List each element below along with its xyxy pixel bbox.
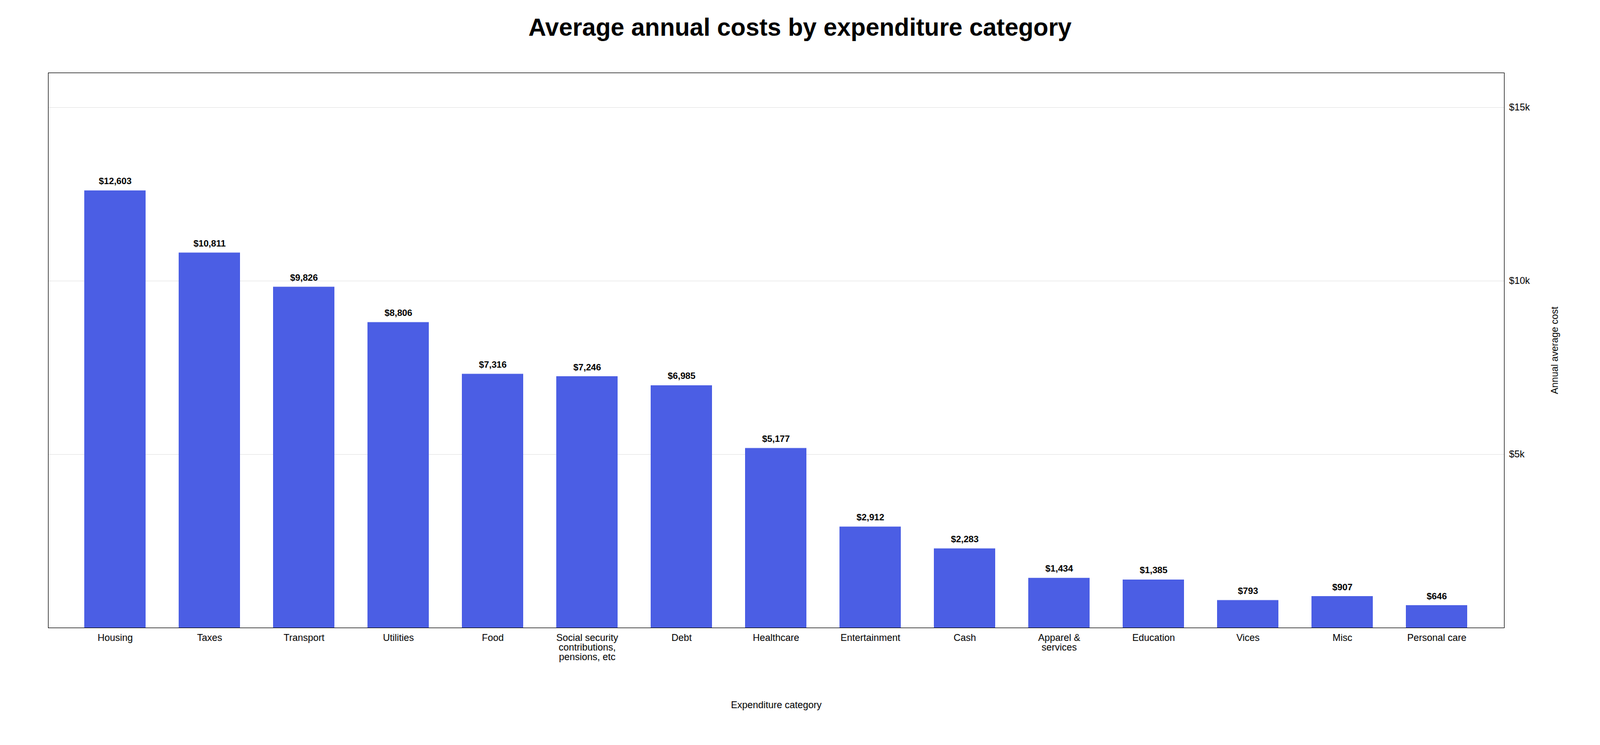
svg-text:Vices: Vices xyxy=(1236,632,1260,643)
svg-text:Utilities: Utilities xyxy=(382,632,414,643)
svg-text:$8,806: $8,806 xyxy=(384,307,413,318)
svg-text:Apparel &services: Apparel &services xyxy=(1037,632,1080,653)
svg-text:Expenditure category: Expenditure category xyxy=(730,699,822,710)
svg-text:$1,385: $1,385 xyxy=(1139,564,1168,575)
svg-text:$12,603: $12,603 xyxy=(98,176,132,187)
svg-text:$6,985: $6,985 xyxy=(667,370,696,381)
svg-text:$5,177: $5,177 xyxy=(762,433,790,444)
html-text:Average annual costs by expend: Average annual costs by expenditure cate… xyxy=(528,13,1072,42)
svg-text:Misc: Misc xyxy=(1332,632,1353,643)
svg-text:Food: Food xyxy=(481,632,504,643)
svg-text:$10k: $10k xyxy=(1509,275,1531,286)
svg-text:Healthcare: Healthcare xyxy=(752,632,799,643)
svg-text:$9,826: $9,826 xyxy=(290,272,318,283)
svg-text:$2,912: $2,912 xyxy=(856,512,885,523)
svg-text:$793: $793 xyxy=(1237,585,1259,596)
svg-text:Personal care: Personal care xyxy=(1406,632,1467,643)
svg-text:Education: Education xyxy=(1132,632,1175,643)
svg-text:Annual average cost: Annual average cost xyxy=(1549,306,1560,394)
svg-text:$2,283: $2,283 xyxy=(950,533,979,544)
svg-text:Debt: Debt xyxy=(671,632,692,643)
svg-text:Cash: Cash xyxy=(953,632,976,643)
svg-text:$646: $646 xyxy=(1426,590,1447,602)
svg-text:$5k: $5k xyxy=(1509,448,1526,460)
svg-text:Housing: Housing xyxy=(97,632,133,643)
svg-text:Transport: Transport xyxy=(283,632,325,643)
svg-text:Entertainment: Entertainment xyxy=(840,632,901,643)
svg-text:$7,246: $7,246 xyxy=(573,362,602,373)
svg-text:$10,811: $10,811 xyxy=(193,238,227,249)
svg-text:$7,316: $7,316 xyxy=(478,359,507,370)
svg-text:Social securitycontributions,p: Social securitycontributions,pensions, e… xyxy=(556,632,619,662)
svg-text:Taxes: Taxes xyxy=(196,632,222,643)
svg-text:$1,434: $1,434 xyxy=(1045,563,1074,574)
svg-text:$907: $907 xyxy=(1332,581,1353,592)
svg-text:$15k: $15k xyxy=(1509,101,1531,113)
